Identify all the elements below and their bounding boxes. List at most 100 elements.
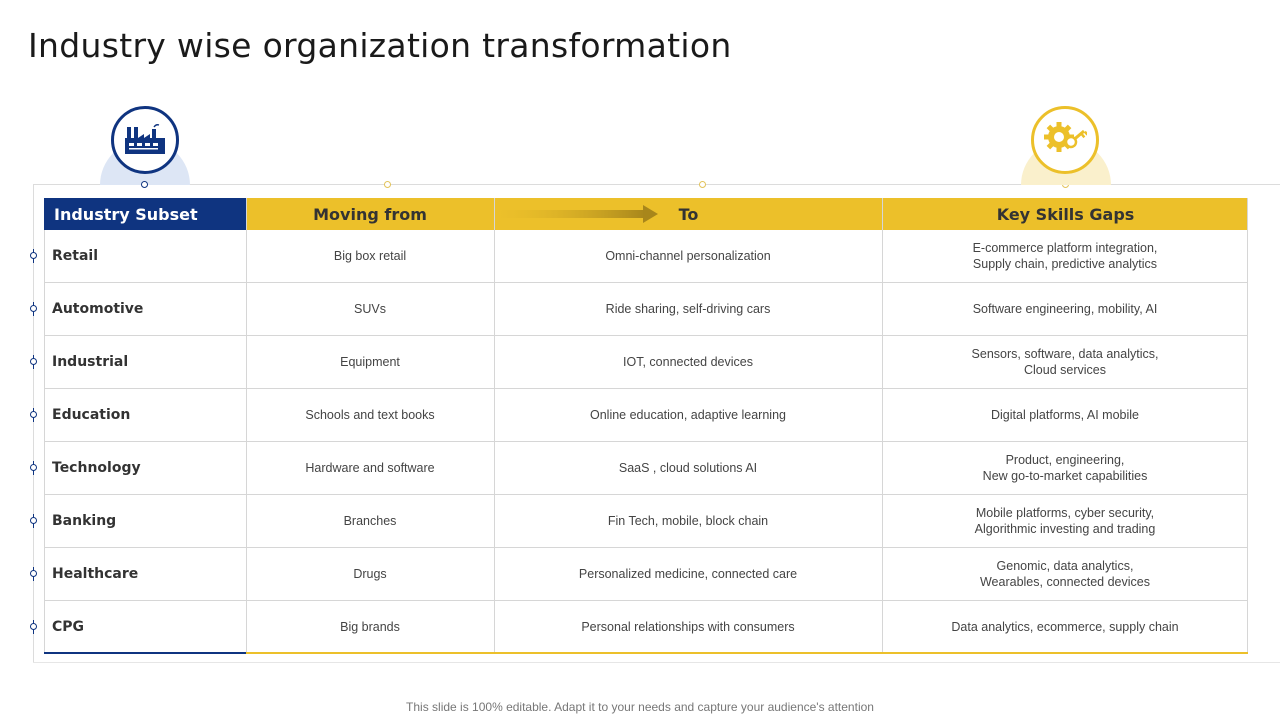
to-cell: Personalized medicine, connected care xyxy=(494,548,882,600)
moving-from-cell-text: Equipment xyxy=(340,355,400,369)
to-cell: Omni-channel personalization xyxy=(494,230,882,282)
row-marker-dot xyxy=(30,305,37,312)
moving-from-cell-text: Schools and text books xyxy=(305,408,435,422)
factory-icon xyxy=(125,124,165,154)
to-cell-text: Omni-channel personalization xyxy=(605,249,771,263)
header-to: To xyxy=(678,204,699,224)
skills-gap-cell: Product, engineering, New go-to-market c… xyxy=(882,442,1248,494)
moving-from-cell-text: Drugs xyxy=(353,567,387,581)
industry-cell-text: Retail xyxy=(52,248,99,264)
to-cell: Online education, adaptive learning xyxy=(494,389,882,441)
arrow-icon xyxy=(495,205,658,223)
to-cell-text: Personalized medicine, connected care xyxy=(578,567,798,581)
to-cell-text: IOT, connected devices xyxy=(623,355,753,369)
table-row: Retail Big box retail Omni-channel persona… xyxy=(44,230,1248,283)
left-icon-circle xyxy=(111,106,179,174)
frame-left-line xyxy=(33,184,34,662)
to-cell-text: Ride sharing, self-driving cars xyxy=(605,302,771,316)
skills-gap-cell-text: Genomic, data analytics, Wearables, conn… xyxy=(979,559,1150,589)
moving-from-cell: Schools and text books xyxy=(246,389,494,441)
row-marker-dot xyxy=(30,464,37,471)
skills-gap-cell: E-commerce platform integration, Supply … xyxy=(882,230,1248,282)
moving-from-cell-text: SUVs xyxy=(354,302,386,316)
skills-gap-cell-text: Digital platforms, AI mobile xyxy=(991,408,1139,422)
industry-cell-text: Banking xyxy=(52,513,117,529)
industry-cell: Retail xyxy=(44,230,246,282)
skills-gap-cell-text: Product, engineering, New go-to-market c… xyxy=(982,453,1148,483)
moving-from-cell: Branches xyxy=(246,495,494,547)
table-row: Banking Branches Fin Tech, mobile, block c… xyxy=(44,495,1248,548)
skills-gap-cell-text: Data analytics, ecommerce, supply chain xyxy=(951,620,1179,634)
to-cell: Personal relationships with consumers xyxy=(494,601,882,653)
skills-gap-cell-text: Mobile platforms, cyber security, Algori… xyxy=(974,506,1156,536)
moving-from-cell: Big box retail xyxy=(246,230,494,282)
row-marker-dot xyxy=(30,252,37,259)
moving-from-cell: Big brands xyxy=(246,601,494,653)
table-row: Education Schools and text books Online ed… xyxy=(44,389,1248,442)
table-row: Technology Hardware and software SaaS , cl… xyxy=(44,442,1248,495)
frame-bottom-line xyxy=(33,662,1280,663)
industry-cell: Education xyxy=(44,389,246,441)
footer-note: This slide is 100% editable. Adapt it to… xyxy=(406,700,874,714)
row-marker-dot xyxy=(30,517,37,524)
industry-cell-text: Automotive xyxy=(52,301,144,317)
table-row: Industrial Equipment IOT, connected device… xyxy=(44,336,1248,389)
table-row: CPG Big brands Personal relationships with… xyxy=(44,601,1248,654)
industry-cell-text: Healthcare xyxy=(52,566,139,582)
moving-from-cell: Hardware and software xyxy=(246,442,494,494)
row-marker-dot xyxy=(30,411,37,418)
grid-line xyxy=(1247,198,1248,653)
grid-line xyxy=(882,198,883,653)
skills-gap-cell-text: E-commerce platform integration, Supply … xyxy=(972,241,1158,271)
to-cell-text: Fin Tech, mobile, block chain xyxy=(607,514,769,528)
skills-gap-cell: Sensors, software, data analytics, Cloud… xyxy=(882,336,1248,388)
moving-from-cell: Equipment xyxy=(246,336,494,388)
page-title: Industry wise organization transformatio… xyxy=(28,26,732,65)
industry-cell-text: CPG xyxy=(52,619,85,635)
moving-from-cell: Drugs xyxy=(246,548,494,600)
to-cell: Ride sharing, self-driving cars xyxy=(494,283,882,335)
moving-from-cell-text: Big brands xyxy=(340,620,400,634)
skills-gap-cell: Digital platforms, AI mobile xyxy=(882,389,1248,441)
timeline-dot-3 xyxy=(699,181,706,188)
timeline-dot-1 xyxy=(141,181,148,188)
to-cell: IOT, connected devices xyxy=(494,336,882,388)
header-moving-from: Moving from xyxy=(246,198,495,230)
right-icon-circle xyxy=(1031,106,1099,174)
skills-gap-cell: Genomic, data analytics, Wearables, conn… xyxy=(882,548,1248,600)
header-industry-subset: Industry Subset xyxy=(44,198,246,230)
skills-gap-cell: Mobile platforms, cyber security, Algori… xyxy=(882,495,1248,547)
industry-cell: Banking xyxy=(44,495,246,547)
industry-cell: Technology xyxy=(44,442,246,494)
skills-gap-cell-text: Sensors, software, data analytics, Cloud… xyxy=(971,347,1159,377)
grid-line xyxy=(246,198,247,653)
moving-from-cell-text: Branches xyxy=(343,514,397,528)
industry-cell-text: Technology xyxy=(52,460,141,476)
industry-cell: Automotive xyxy=(44,283,246,335)
to-cell: Fin Tech, mobile, block chain xyxy=(494,495,882,547)
timeline-dot-2 xyxy=(384,181,391,188)
to-cell-text: Online education, adaptive learning xyxy=(590,408,786,422)
table-bottom-yellow xyxy=(246,652,1248,654)
industry-cell-text: Industrial xyxy=(52,354,129,370)
skills-gap-cell: Software engineering, mobility, AI xyxy=(882,283,1248,335)
moving-from-cell-text: Big box retail xyxy=(333,249,407,263)
header-key-skills-gaps: Key Skills Gaps xyxy=(883,198,1248,230)
frame-top-line xyxy=(33,184,1280,185)
table-bottom-blue xyxy=(44,652,246,654)
row-marker-dot xyxy=(30,570,37,577)
moving-from-cell-text: Hardware and software xyxy=(305,461,435,475)
to-cell-text: Personal relationships with consumers xyxy=(581,620,795,634)
moving-from-cell: SUVs xyxy=(246,283,494,335)
industry-cell: CPG xyxy=(44,601,246,653)
industry-cell-text: Education xyxy=(52,407,131,423)
grid-line xyxy=(494,198,495,653)
table-row: Automotive SUVs Ride sharing, self-driving… xyxy=(44,283,1248,336)
skills-gap-cell-text: Software engineering, mobility, AI xyxy=(972,302,1158,316)
row-marker-dot xyxy=(30,358,37,365)
table-row: Healthcare Drugs Personalized medicine, co… xyxy=(44,548,1248,601)
gear-key-icon xyxy=(1044,122,1087,152)
to-cell-text: SaaS , cloud solutions AI xyxy=(618,461,758,475)
to-cell: SaaS , cloud solutions AI xyxy=(494,442,882,494)
row-marker-dot xyxy=(30,623,37,630)
